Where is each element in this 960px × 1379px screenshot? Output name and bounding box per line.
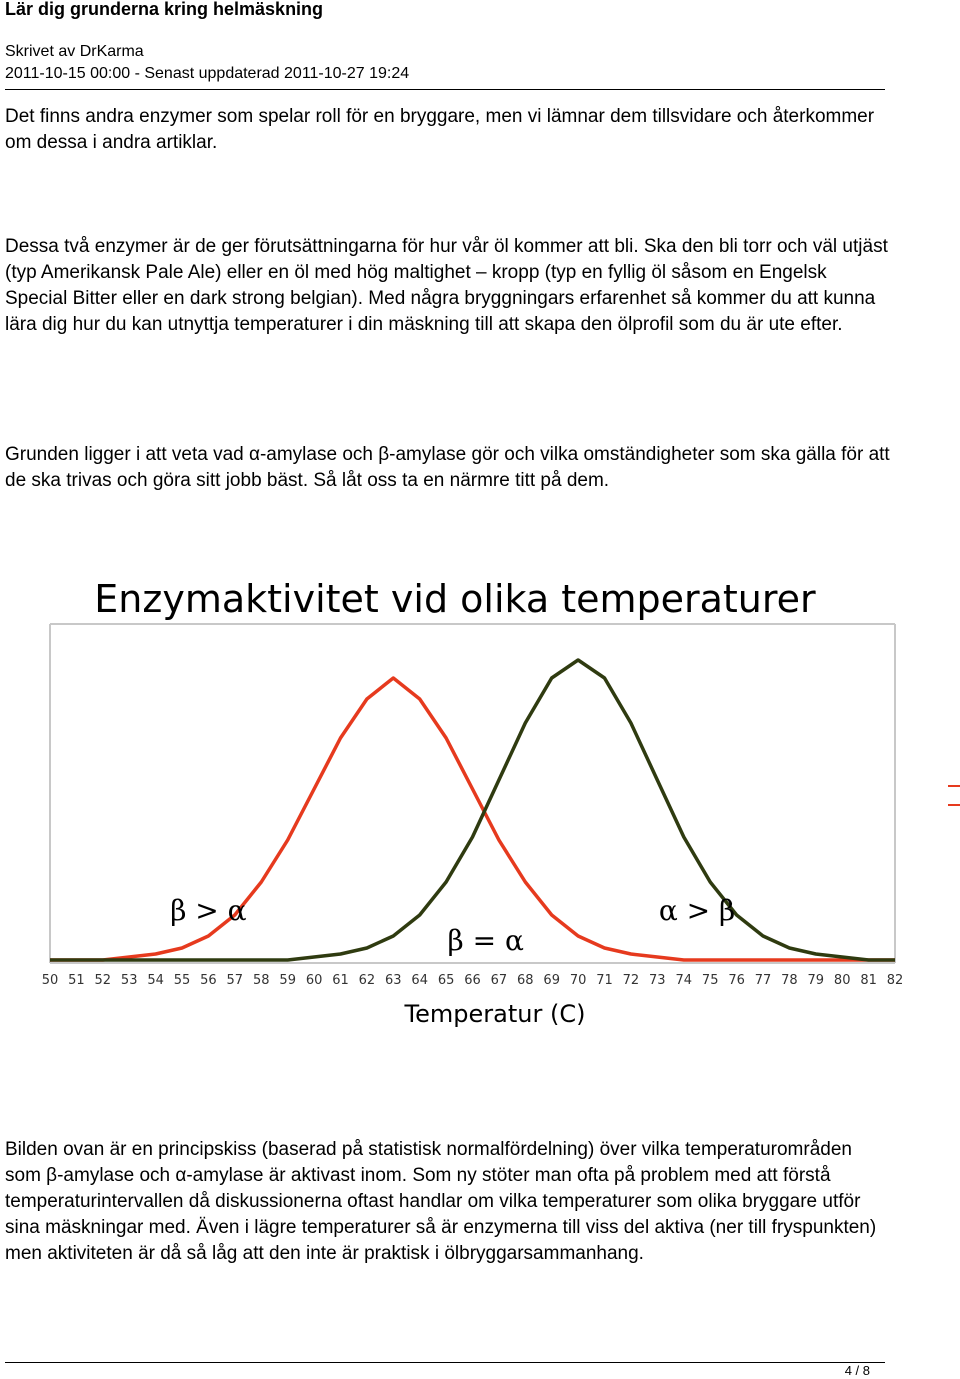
x-tick-label: 52 [95, 973, 112, 988]
x-tick-label: 60 [306, 973, 323, 988]
x-tick-layer: 50 51 52 53 54 55 56 57 58 59 60 61 62 63 64 65 66 67 68 69… [42, 973, 904, 988]
series-layer [50, 658, 895, 962]
x-tick-label: 51 [68, 973, 85, 988]
series-line-1 [50, 676, 895, 962]
x-tick-label: 50 [42, 973, 59, 988]
x-tick-label: 67 [491, 973, 508, 988]
x-tick-label: 58 [253, 973, 270, 988]
x-tick-label: 59 [279, 973, 296, 988]
x-axis-label: Temperatur (C) [404, 1000, 586, 1028]
x-tick-label: 57 [227, 973, 244, 988]
x-tick-label: 77 [755, 973, 772, 988]
x-tick-label: 53 [121, 973, 138, 988]
footer-divider [5, 1362, 885, 1363]
x-tick-label: 72 [623, 973, 640, 988]
x-tick-label: 70 [570, 973, 587, 988]
margin-mark-1 [948, 785, 960, 787]
x-tick-label: 79 [808, 973, 825, 988]
chart-title: Enzymaktivitet vid olika temperaturer [94, 577, 816, 621]
paragraph-1: Det finns andra enzymer som spelar roll … [5, 106, 875, 153]
x-tick-label: 74 [676, 973, 693, 988]
x-tick-label: 76 [728, 973, 745, 988]
paragraph-4: Bilden ovan är en principskiss (baserad … [5, 1139, 877, 1264]
x-tick-label: 62 [359, 973, 376, 988]
chart-annotation: β > α [170, 894, 246, 927]
paragraph-3: Grunden ligger i att veta vad α-amylase … [5, 444, 890, 491]
header-divider [5, 89, 885, 90]
x-tick-label: 65 [438, 973, 455, 988]
x-tick-label: 54 [147, 973, 164, 988]
author-line: Skrivet av DrKarma [5, 43, 144, 60]
margin-mark-2 [948, 804, 960, 806]
x-tick-label: 69 [543, 973, 560, 988]
date-line: 2011-10-15 00:00 - Senast uppdaterad 201… [5, 65, 410, 82]
series-line-2 [50, 658, 895, 962]
chart-annotation: β = α [448, 924, 524, 957]
x-tick-label: 63 [385, 973, 402, 988]
x-tick-label: 82 [887, 973, 904, 988]
x-tick-label: 55 [174, 973, 191, 988]
x-tick-label: 68 [517, 973, 534, 988]
paragraph-2: Dessa två enzymer är de ger förutsättnin… [5, 236, 888, 335]
chart-annotation: α > β [659, 894, 735, 927]
x-tick-label: 66 [464, 973, 481, 988]
x-tick-label: 81 [860, 973, 877, 988]
x-tick-label: 56 [200, 973, 217, 988]
document-title: Lär dig grunderna kring helmäskning [5, 0, 324, 19]
annotation-layer: β > α β = α α > β [170, 894, 735, 957]
x-tick-label: 61 [332, 973, 349, 988]
x-tick-label: 64 [411, 973, 428, 988]
enzyme-activity-chart: Enzymaktivitet vid olika temperaturer β … [40, 570, 920, 1040]
chart-svg: Enzymaktivitet vid olika temperaturer β … [42, 577, 904, 1028]
x-tick-label: 80 [834, 973, 851, 988]
x-tick-label: 71 [596, 973, 613, 988]
x-tick-label: 75 [702, 973, 719, 988]
article-meta: Skrivet av DrKarma 2011-10-15 00:00 - Se… [5, 41, 409, 85]
x-tick-label: 73 [649, 973, 666, 988]
x-tick-label: 78 [781, 973, 798, 988]
page-number: 4 / 8 [844, 1363, 870, 1378]
